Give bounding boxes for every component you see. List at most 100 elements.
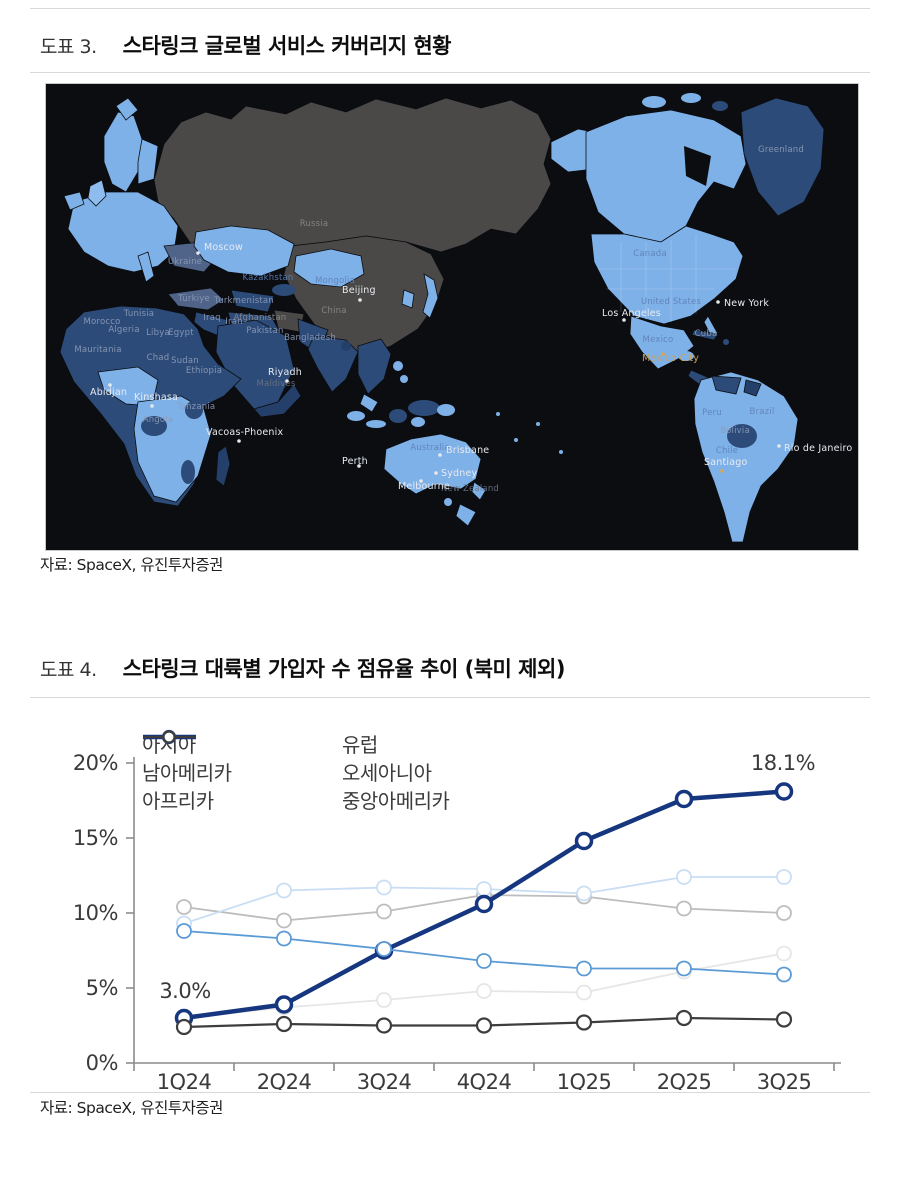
data-point — [676, 960, 692, 977]
map-country-label: Algeria — [108, 325, 139, 335]
map-country-label: Tanzania — [176, 402, 216, 412]
region-europe — [67, 191, 179, 273]
region-fiji — [514, 438, 518, 442]
series-중앙아메리카 — [175, 1009, 793, 1036]
data-point — [576, 885, 592, 902]
region-uzbekistan — [272, 284, 296, 296]
map-city-dot — [720, 469, 724, 473]
map-country-label: Cuba — [695, 329, 718, 339]
world-map-svg: Russia Greenland Canada United States Mexico… — [46, 84, 858, 550]
region-borneo — [389, 409, 407, 423]
map-city-label: Mexico City — [642, 353, 699, 364]
trend-chart-svg: 0% 5% 10% 15% 20% 1Q24 2Q24 3Q24 4Q24 1Q25 2Q25 3Q2… — [73, 751, 841, 1090]
region-angola — [141, 416, 167, 436]
region-turkiye — [167, 287, 225, 311]
data-point — [576, 984, 592, 1001]
region-papua-new-guinea — [437, 404, 455, 416]
map-city-label: Kinshasa — [134, 392, 178, 403]
region-italy — [137, 251, 155, 283]
figure3-title: 스타링크 글로벌 서비스 커버리지 현황 — [122, 34, 452, 58]
series-남아메리카 — [176, 869, 792, 932]
map-country-label: Mongolia — [315, 276, 355, 286]
x-tick-label: 3Q25 — [757, 1070, 812, 1090]
region-group-europe — [63, 97, 219, 283]
data-point — [676, 869, 692, 885]
map-country-label: Brazil — [750, 407, 775, 417]
data-point — [674, 789, 694, 809]
map-city-dot — [150, 404, 154, 408]
region-canada — [585, 109, 747, 243]
map-city-dot — [438, 453, 442, 457]
region-hispaniola — [723, 339, 729, 345]
map-country-label: Iran — [225, 317, 242, 327]
figure4-title-underline — [30, 697, 870, 698]
data-point — [376, 879, 392, 896]
y-tick-label: 0% — [86, 1051, 118, 1075]
chart-annotation: 3.0% — [159, 979, 210, 1003]
data-point — [376, 992, 392, 1008]
data-point — [776, 966, 792, 983]
figure4-title: 스타링크 대륙별 가입자 수 점유율 추이 (북미 제외) — [122, 657, 566, 681]
map-city-label: Perth — [342, 456, 368, 467]
map-city-label: Moscow — [204, 242, 243, 253]
figure4-source: 자료: SpaceX, 유진투자증권 — [40, 1099, 223, 1117]
y-tick-label: 15% — [73, 826, 118, 850]
region-mozambique — [181, 460, 195, 484]
map-country-label: Australia — [410, 443, 449, 453]
map-country-label: Sudan — [171, 356, 199, 366]
data-point — [276, 882, 292, 899]
us-state-borders — [598, 234, 736, 322]
x-tick-label: 2Q24 — [257, 1070, 312, 1090]
legend-item-5: 오세아니아 — [143, 730, 449, 786]
x-tick-label: 4Q24 — [457, 1070, 512, 1090]
map-country-label: United States — [641, 297, 702, 307]
map-city-label: Vacoas-Phoenix — [206, 427, 283, 438]
map-country-label: Greenland — [758, 145, 804, 155]
map-city-label: Los Angeles — [602, 308, 661, 319]
region-java — [366, 420, 386, 428]
map-city-dot — [419, 479, 423, 483]
region-island-1 — [536, 422, 540, 426]
region-uk — [87, 179, 107, 207]
map-country-label: Angola — [143, 415, 174, 425]
region-cuba — [691, 329, 719, 341]
map-city-label: Sydney — [441, 468, 478, 479]
region-arctic-island-3 — [712, 101, 728, 111]
map-city-label: Rio de Janeiro — [784, 443, 852, 454]
region-papua — [408, 400, 440, 416]
map-country-label: New Zealand — [441, 484, 499, 494]
data-point — [774, 782, 794, 801]
map-country-label: Afghanistan — [234, 313, 287, 323]
map-country-label: Chile — [716, 446, 738, 456]
legend-label: 남아메리카 — [142, 760, 232, 785]
world-coverage-map: Russia Greenland Canada United States Mexico… — [45, 83, 859, 551]
region-group-middle-east — [167, 225, 365, 418]
map-country-label: Egypt — [168, 328, 194, 338]
region-guyanas — [743, 379, 762, 397]
data-point — [776, 905, 792, 921]
figure4-number: 도표 4. — [40, 659, 97, 681]
data-point — [476, 881, 492, 897]
region-bolivia — [727, 424, 757, 448]
data-point — [675, 1009, 693, 1027]
legend-label: 아프리카 — [142, 788, 214, 813]
chart-annotation: 18.1% — [751, 751, 815, 775]
map-country-label: Bangladesh — [284, 333, 336, 343]
map-city-label: New York — [724, 298, 769, 309]
map-country-label: Mexico — [643, 335, 674, 345]
y-tick-label: 20% — [73, 751, 118, 775]
map-country-label: Turkmenistan — [213, 296, 274, 306]
map-country-label: Türkiye — [177, 294, 210, 304]
map-country-label: Chad — [147, 353, 170, 363]
map-country-label: Peru — [702, 408, 722, 418]
region-indochina — [357, 338, 392, 395]
map-city-label: Brisbane — [446, 445, 489, 456]
y-tick-label: 10% — [73, 901, 118, 925]
legend-label: 오세아니아 — [342, 760, 432, 785]
map-city-dot — [357, 464, 361, 468]
figure3-source: 자료: SpaceX, 유진투자증권 — [40, 556, 223, 574]
region-korea — [401, 289, 415, 309]
region-madagascar — [215, 445, 231, 487]
map-city-label: Abidjan — [90, 387, 127, 398]
region-island-3 — [496, 412, 500, 416]
